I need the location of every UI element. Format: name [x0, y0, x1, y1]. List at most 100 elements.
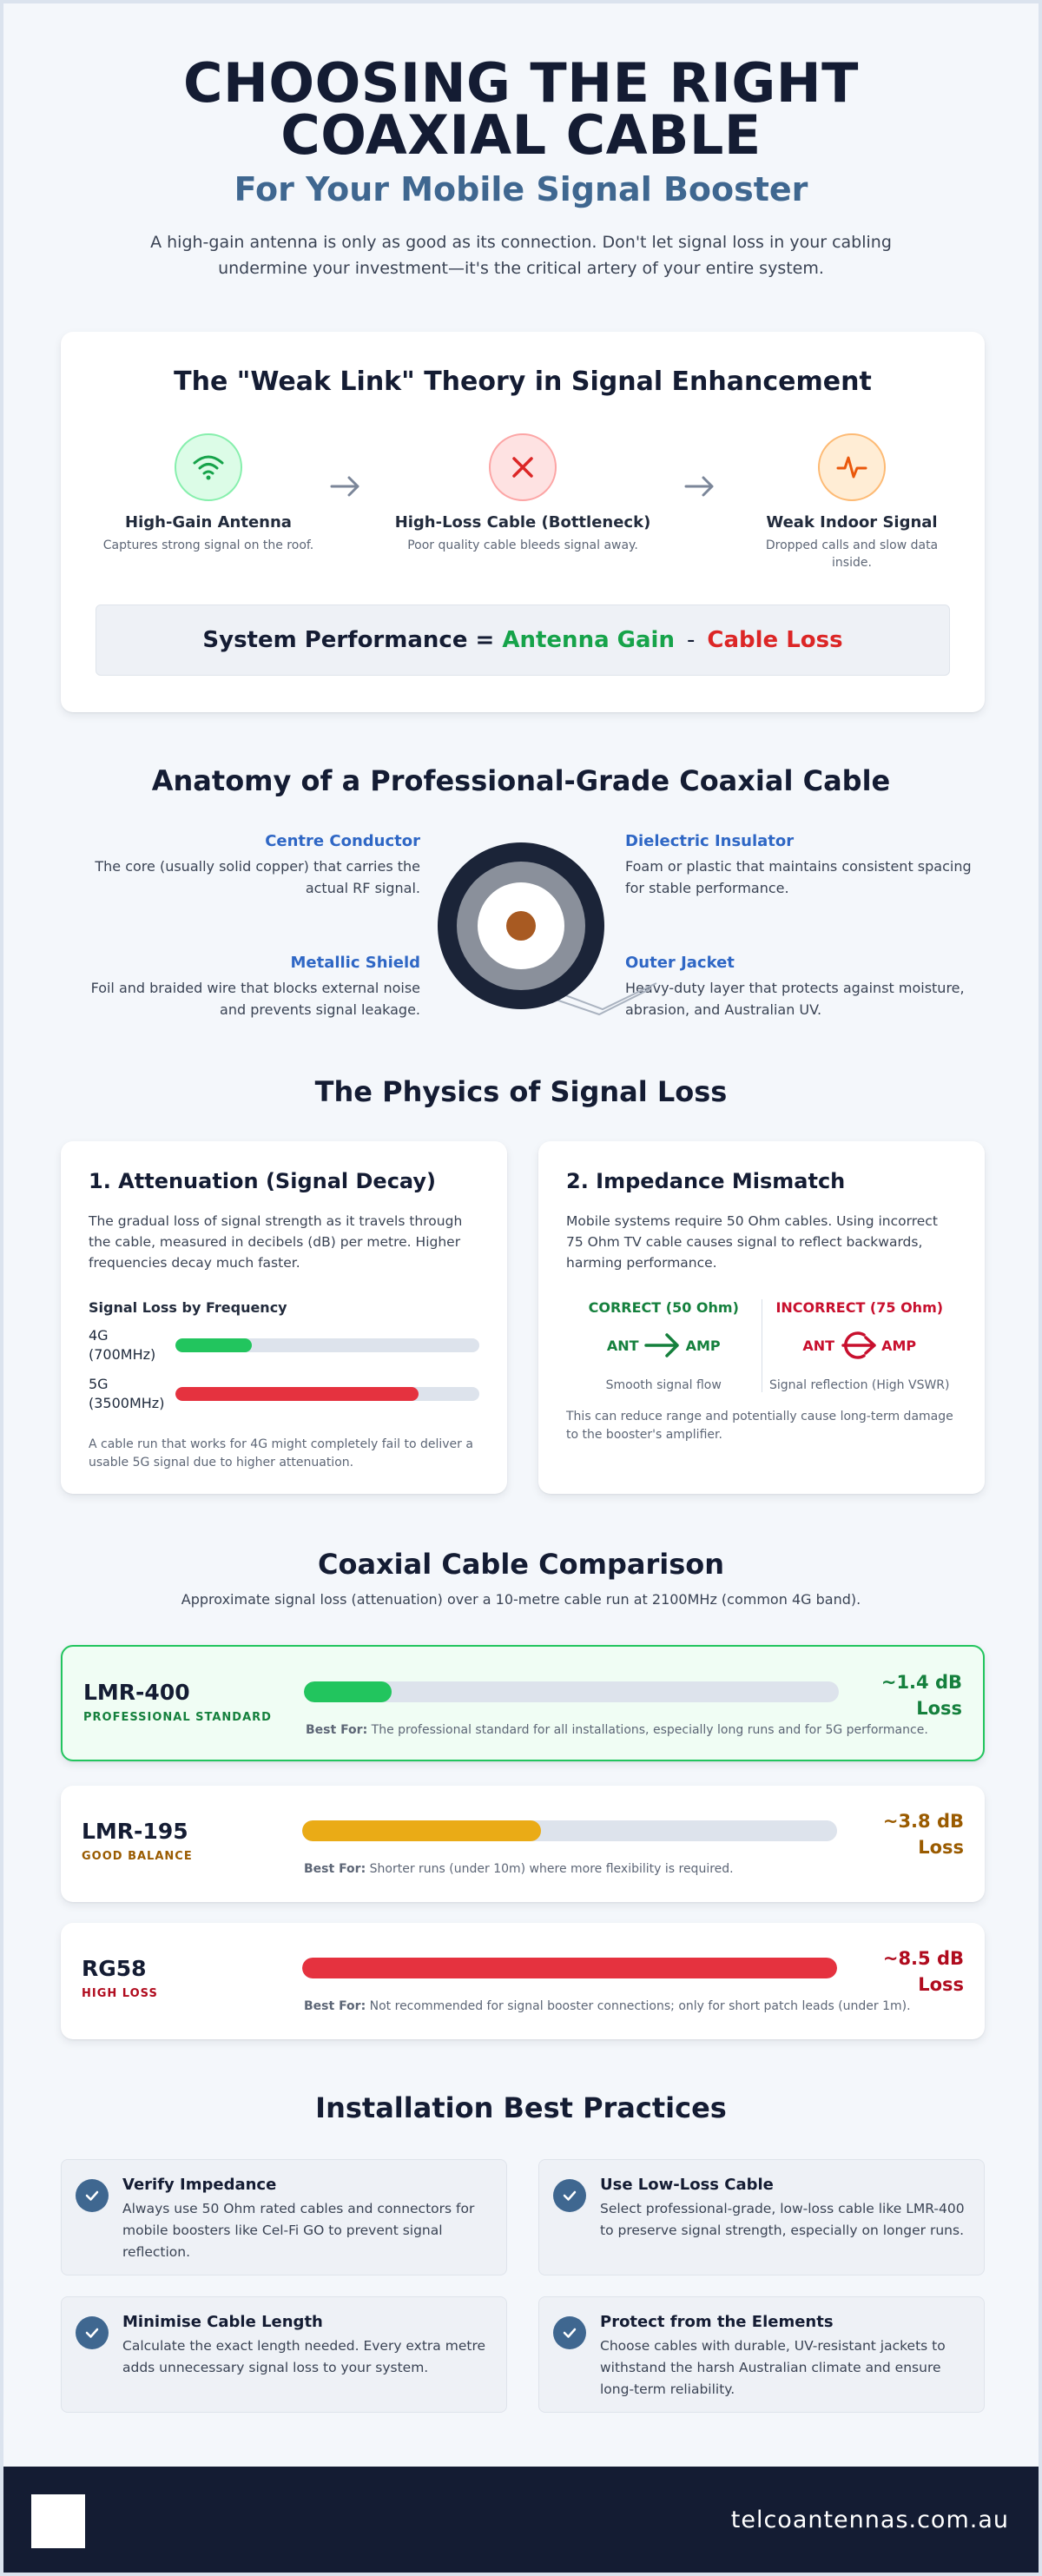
- attenuation-title: 1. Attenuation (Signal Decay): [89, 1169, 436, 1193]
- cable-loss: ~3.8 dB Loss: [882, 1811, 964, 1858]
- practices-title: Installation Best Practices: [315, 2091, 727, 2124]
- practice-protect-elements: Protect from the Elements Choose cables …: [538, 2296, 985, 2413]
- practice-desc: Calculate the exact length needed. Every…: [122, 2338, 486, 2375]
- loss-bar-fill-lmr195: [302, 1820, 542, 1841]
- loss-bar-track: [304, 1681, 839, 1702]
- incorrect-caption: Signal reflection (High VSWR): [769, 1378, 950, 1392]
- impedance-note: This can reduce range and potentially ca…: [566, 1410, 953, 1442]
- formula-gain: Antenna Gain: [502, 627, 675, 653]
- formula-label: System Performance =: [202, 627, 495, 653]
- cable-tag: GOOD BALANCE: [82, 1850, 193, 1863]
- coax-cross-section-icon: [438, 842, 657, 1016]
- weak-link-card: The "Weak Link" Theory in Signal Enhance…: [61, 332, 985, 712]
- cable-best-for: Best For: Shorter runs (under 10m) where…: [304, 1862, 734, 1876]
- correct-diagram: ANT AMP: [566, 1328, 762, 1363]
- comparison-title: Coaxial Cable Comparison: [317, 1548, 725, 1581]
- physics-title: The Physics of Signal Loss: [314, 1075, 728, 1108]
- footer: telcoantennas.com.au: [3, 2467, 1039, 2573]
- practice-minimise-length: Minimise Cable Length Calculate the exac…: [61, 2296, 507, 2413]
- flow-step-title: High-Loss Cable (Bottleneck): [394, 513, 651, 532]
- part-title: Metallic Shield: [290, 954, 420, 972]
- part-metallic-shield: Metallic Shield Foil and braided wire th…: [73, 954, 420, 1020]
- practice-desc: Choose cables with durable, UV-resistant…: [600, 2338, 946, 2397]
- part-desc: Heavy-duty layer that protects against m…: [625, 980, 965, 1018]
- flow-step-antenna: High-Gain Antenna Captures strong signal…: [78, 433, 339, 554]
- part-desc: Foil and braided wire that blocks extern…: [90, 980, 420, 1018]
- page-subtitle: For Your Mobile Signal Booster: [234, 170, 808, 208]
- practice-verify-impedance: Verify Impedance Always use 50 Ohm rated…: [61, 2159, 507, 2275]
- part-title: Centre Conductor: [265, 832, 420, 850]
- performance-formula: System Performance = Antenna Gain - Cabl…: [96, 604, 950, 676]
- correct-heading: CORRECT (50 Ohm): [588, 1299, 739, 1316]
- frequency-label: 4G (700MHz): [89, 1327, 156, 1363]
- practice-title: Protect from the Elements: [600, 2313, 834, 2331]
- cable-loss: ~8.5 dB Loss: [882, 1948, 964, 1995]
- arrow-right-icon: [643, 1333, 679, 1357]
- part-dielectric-insulator: Dielectric Insulator Foam or plastic tha…: [625, 832, 973, 899]
- part-title: Dielectric Insulator: [625, 832, 795, 850]
- frequency-row-4g: 4G (700MHz): [89, 1326, 479, 1364]
- practice-title: Minimise Cable Length: [122, 2313, 323, 2331]
- best-for-label: Best For:: [304, 1862, 366, 1876]
- loss-bar-fill-lmr400: [304, 1681, 392, 1702]
- attenuation-body: The gradual loss of signal strength as i…: [89, 1213, 463, 1271]
- cable-tag: HIGH LOSS: [82, 1987, 158, 2000]
- best-for-label: Best For:: [304, 1999, 366, 2013]
- formula-loss: Cable Loss: [707, 627, 843, 653]
- cable-name: LMR-400: [83, 1680, 190, 1705]
- correct-caption: Smooth signal flow: [605, 1378, 722, 1392]
- anatomy-title: Anatomy of a Professional-Grade Coaxial …: [151, 764, 891, 797]
- comparison-subtitle: Approximate signal loss (attenuation) ov…: [181, 1591, 861, 1608]
- check-icon: [76, 2179, 109, 2212]
- frequency-bar-fill-4g: [175, 1338, 252, 1352]
- loss-bar-track: [302, 1958, 837, 1978]
- flow-step-desc: Captures strong signal on the roof.: [102, 538, 314, 552]
- cable-best-for: Best For: The professional standard for …: [306, 1723, 928, 1737]
- incorrect-diagram: ANT AMP: [762, 1328, 958, 1363]
- amp-label: AMP: [685, 1337, 721, 1354]
- practice-title: Use Low-Loss Cable: [600, 2176, 774, 2194]
- best-for-text: The professional standard for all instal…: [371, 1723, 928, 1737]
- check-icon: [553, 2179, 586, 2212]
- cable-card-lmr400: LMR-400 PROFESSIONAL STANDARD Best For: …: [61, 1645, 985, 1761]
- impedance-title: 2. Impedance Mismatch: [566, 1169, 846, 1193]
- weak-link-flow: High-Gain Antenna Captures strong signal…: [61, 397, 985, 570]
- arrow-right-icon: [328, 473, 363, 499]
- cable-name: RG58: [82, 1956, 147, 1981]
- impedance-body: Mobile systems require 50 Ohm cables. Us…: [566, 1213, 938, 1271]
- frequency-chart-title: Signal Loss by Frequency: [89, 1299, 287, 1316]
- impedance-card: 2. Impedance Mismatch Mobile systems req…: [538, 1141, 985, 1494]
- ant-label: ANT: [606, 1337, 639, 1354]
- part-desc: Foam or plastic that maintains consisten…: [625, 858, 972, 896]
- flow-step-desc: Poor quality cable bleeds signal away.: [407, 538, 638, 552]
- impedance-correct: CORRECT (50 Ohm) ANT AMP Smooth signal f…: [566, 1299, 762, 1392]
- part-outer-jacket: Outer Jacket Heavy-duty layer that prote…: [625, 954, 973, 1020]
- flow-step-title: Weak Indoor Signal: [766, 513, 938, 532]
- intro-text: A high-gain antenna is only as good as i…: [150, 233, 892, 278]
- best-for-text: Shorter runs (under 10m) where more flex…: [369, 1862, 734, 1876]
- practice-low-loss-cable: Use Low-Loss Cable Select professional-g…: [538, 2159, 985, 2275]
- attenuation-card: 1. Attenuation (Signal Decay) The gradua…: [61, 1141, 507, 1494]
- check-icon: [76, 2316, 109, 2349]
- frequency-label: 5G (3500MHz): [89, 1376, 165, 1411]
- frequency-bar-fill-5g: [175, 1387, 419, 1401]
- weak-link-title: The "Weak Link" Theory in Signal Enhance…: [174, 367, 872, 397]
- part-desc: The core (usually solid copper) that car…: [95, 858, 420, 896]
- best-for-text: Not recommended for signal booster conne…: [369, 1999, 911, 2013]
- part-centre-conductor: Centre Conductor The core (usually solid…: [73, 832, 420, 899]
- cable-card-lmr195: LMR-195 GOOD BALANCE Best For: Shorter r…: [61, 1786, 985, 1902]
- impedance-comparison: CORRECT (50 Ohm) ANT AMP Smooth signal f…: [566, 1299, 957, 1392]
- formula-minus: -: [686, 627, 696, 653]
- ant-label: ANT: [802, 1337, 835, 1354]
- logo: [31, 2494, 85, 2548]
- loss-bar-track: [302, 1820, 837, 1841]
- practice-desc: Select professional-grade, low-loss cabl…: [600, 2201, 965, 2238]
- footer-url-link[interactable]: telcoantennas.com.au: [730, 2507, 1009, 2533]
- cable-loss: ~1.4 dB Loss: [880, 1672, 962, 1719]
- pulse-icon: [818, 433, 886, 501]
- frequency-bar-track: [175, 1387, 479, 1401]
- reflection-arrow-icon: [841, 1331, 876, 1359]
- incorrect-heading: INCORRECT (75 Ohm): [775, 1299, 944, 1316]
- frequency-bar-track: [175, 1338, 479, 1352]
